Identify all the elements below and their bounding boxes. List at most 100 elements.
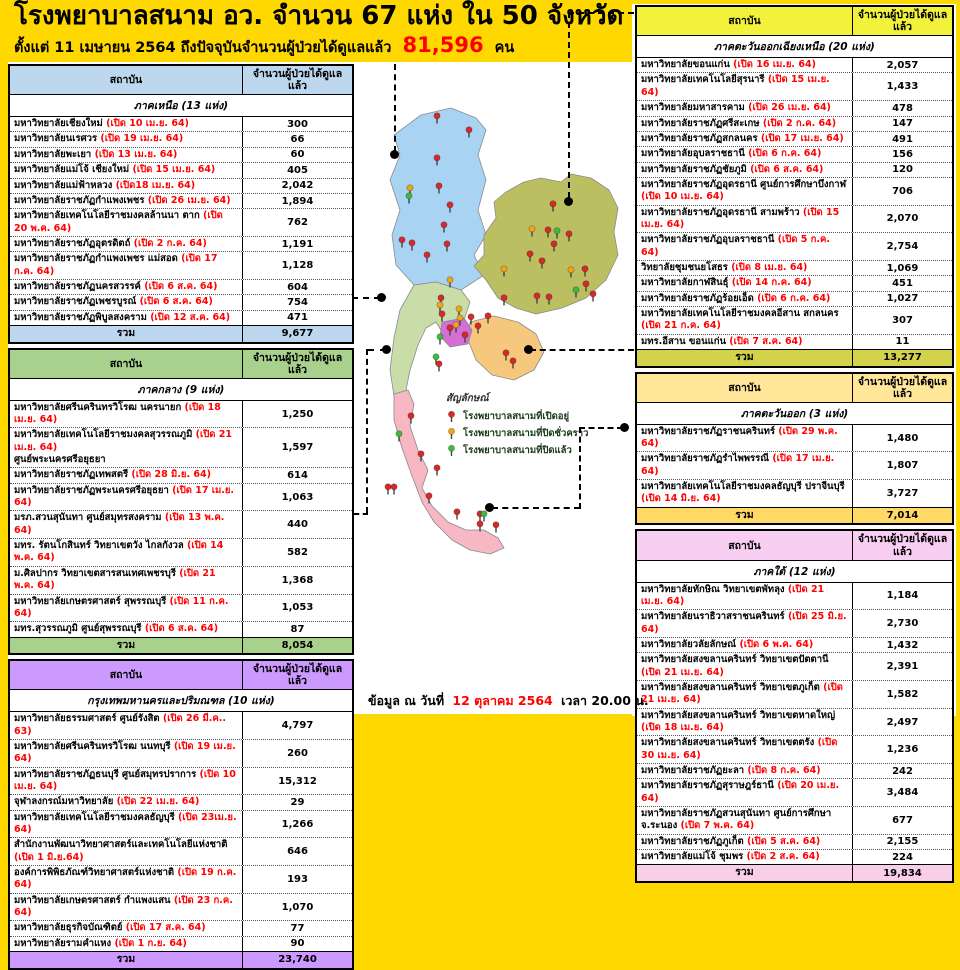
legend-label: โรงพยาบาลสนามที่ปิดแล้ว: [463, 445, 572, 456]
total-value: 23,740: [242, 952, 352, 968]
total-value: 13,277: [852, 350, 952, 366]
institution-name: มหาวิทยาลัยรามคำแหง: [14, 937, 115, 949]
institution-cell: มหาวิทยาลัยสงขลานครินทร์ วิทยาเขตภูเก็ต …: [637, 681, 852, 708]
patients-count: 762: [242, 209, 352, 236]
hospital-pin-temp: [436, 301, 444, 313]
patients-count: 193: [242, 866, 352, 893]
institution-name: มหาวิทยาลัยกาฬสินธุ์: [641, 277, 732, 289]
tables-column-right: สถาบัน จำนวนผู้ป่วยได้ดูแลแล้ว ภาคตะวันออก…: [635, 5, 954, 884]
hospital-pin-open: [443, 240, 451, 252]
institution-cell: มหาวิทยาลัยสงขลานครินทร์ วิทยาเขตหาดใหญ่…: [637, 709, 852, 736]
institution-cell: มหาวิทยาลัยราชภัฏศรีสะเกษ (เปิด 2 ก.ค. 6…: [637, 117, 852, 131]
region-label: กรุงเทพมหานครและปริมณฑล (10 แห่ง): [10, 690, 352, 713]
institution-cell: มหาวิทยาลัยราชภัฏยะลา (เปิด 8 ก.ค. 64): [637, 764, 852, 778]
patients-count: 1,368: [242, 566, 352, 594]
map-region-northeast: [473, 173, 619, 315]
total-label: รวม: [735, 351, 754, 363]
hospital-pin-open: [549, 200, 557, 212]
table-row: มหาวิทยาลัยกาฬสินธุ์ (เปิด 14 ก.ค. 64) 45…: [637, 275, 952, 291]
table-row: มหาวิทยาลัยสงขลานครินทร์ วิทยาเขตตรัง (เ…: [637, 735, 952, 764]
institution-name: มหาวิทยาลัยราชภัฏอุตรดิตถ์: [14, 237, 134, 249]
hospital-pin-open: [492, 521, 500, 533]
institution-name: มหาวิทยาลัยเทคโนโลยีสุรนารี: [641, 74, 768, 86]
hospital-pin-open: [545, 293, 553, 305]
open-date: (เปิด 21 เม.ย. 64): [641, 666, 724, 678]
table-row: มหาวิทยาลัยราชภัฏสวนสุนันทา ศูนย์การศึกษ…: [637, 806, 952, 834]
institution-cell: มหาวิทยาลัยนราธิวาสราชนครินทร์ (เปิด 25 …: [637, 610, 852, 637]
legend-title: สัญลักษณ์: [446, 393, 489, 404]
hospital-pin-open: [433, 464, 441, 476]
connector-northeast-v: [568, 12, 570, 198]
hospital-pin-open: [533, 292, 541, 304]
table-row: มหาวิทยาลัยพะเยา (เปิด 13 เม.ย. 64) 60: [10, 146, 352, 163]
institution-name: องค์การพิพิธภัณฑ์วิทยาศาสตร์แห่งชาติ: [14, 867, 178, 879]
institution-cell: มหาวิทยาลัยขอนแก่น (เปิด 16 เม.ย. 64): [637, 58, 852, 72]
connector-dot-north: [390, 150, 399, 159]
patients-count: 754: [242, 295, 352, 310]
institution-cell: มหาวิทยาลัยสงขลานครินทร์ วิทยาเขตปัตตานี…: [637, 653, 852, 680]
institution-cell: มหาวิทยาลัยนเรศวร (เปิด 19 เม.ย. 64): [10, 132, 242, 146]
connector-bangkok-h2: [354, 513, 368, 515]
table-row: มหาวิทยาลัยอุบลราชธานี (เปิด 6 ก.ค. 64) 1…: [637, 146, 952, 162]
institution-cell: มหาวิทยาลัยราชภัฏสวนสุนันทา ศูนย์การศึกษ…: [637, 807, 852, 834]
patients-count: 451: [852, 276, 952, 291]
open-date: (เปิด 2 ส.ค. 64): [746, 851, 820, 863]
open-date: (เปิด 14 พ.ค. 64): [14, 540, 224, 564]
patients-count: 1,250: [242, 400, 352, 428]
table-row: มหาวิทยาลัยเกษตรศาสตร์ สุพรรณบุรี (เปิด …: [10, 593, 352, 622]
table-row: มหาวิทยาลัยเทคโนโลยีราชมงคลสุวรรณภูมิ (เ…: [10, 427, 352, 468]
institution-name: มหาวิทยาลัยราชภัฏอุดรธานี ศูนย์การศึกษาบ…: [641, 178, 847, 190]
column-header-institution: สถาบัน: [109, 669, 143, 682]
table-row: มหาวิทยาลัยเชียงใหม่ (เปิด 10 เม.ย. 64) 3…: [10, 117, 352, 132]
open-date: (เปิด 17 เม.ย. 64): [760, 132, 844, 144]
institution-name: มรภ.สวนสุนันทา ศูนย์สมุทรสงคราม: [14, 512, 165, 524]
institution-name: มหาวิทยาลัยแม่ฟ้าหลวง: [14, 179, 116, 191]
table-row: มหาวิทยาลัยราชภัฏพิบูลสงคราม (เปิด 12 ส.…: [10, 309, 352, 325]
connector-south-h: [492, 507, 580, 509]
table-row: มหาวิทยาลัยราชภัฏกำแพงเพชร แม่สอด (เปิด …: [10, 251, 352, 279]
open-date: (เปิด 21 พ.ค. 64): [14, 567, 216, 592]
hospital-pin-open: [550, 240, 558, 252]
total-value: 8,054: [242, 637, 352, 654]
table-northeast: สถาบัน จำนวนผู้ป่วยได้ดูแลแล้ว ภาคตะวันออก…: [635, 5, 954, 368]
institution-cell: จุฬาลงกรณ์มหาวิทยาลัย (เปิด 22 เม.ย. 64): [10, 795, 242, 809]
tables-column-left: สถาบัน จำนวนผู้ป่วยได้ดูแลแล้ว ภาคเหนือ (1…: [8, 64, 354, 970]
patients-count: 3,484: [852, 779, 952, 807]
open-date: (เปิด 13 พ.ค. 64): [14, 512, 225, 536]
hospital-pin-open: [453, 508, 461, 520]
hospital-pin-open: [390, 483, 398, 495]
table-row: มทร. รัตนโกสินทร์ วิทยาเขตวัง ไกลกังวล (…: [10, 538, 352, 566]
total-value: 19,834: [852, 865, 952, 882]
open-date: (เปิด 12 ส.ค. 64): [150, 311, 231, 323]
pin-closed-icon: [448, 444, 455, 456]
page-subtitle: ตั้งแต่ 11 เมษายน 2564 ถึงปัจจุบันจำนวนผ…: [14, 33, 634, 59]
patients-count: 1,236: [852, 736, 952, 764]
institution-name: มหาวิทยาลัยอุบลราชธานี: [641, 148, 749, 160]
table-row: วิทยาลัยชุมชนยโสธร (เปิด 8 เม.ย. 64) 1,06…: [637, 259, 952, 276]
open-date: (เปิด18 เม.ย. 64): [115, 179, 196, 191]
patients-count: 604: [242, 279, 352, 295]
column-header-institution: สถาบัน: [728, 539, 761, 552]
connector-dot-central: [377, 293, 386, 302]
institution-cell: มหาวิทยาลัยราชภัฏพิบูลสงคราม (เปิด 12 ส.…: [10, 311, 242, 325]
table-row: มหาวิทยาลัยราชภัฏอุตรดิตถ์ (เปิด 2 ก.ค. …: [10, 235, 352, 252]
hospital-pin-open: [502, 349, 510, 361]
total-label: รวม: [735, 866, 754, 879]
institution-cell: มทร.สุวรรณภูมิ ศูนย์สุพรรณบุรี (เปิด 6 ส…: [10, 622, 242, 636]
open-date: (เปิด 18 เม.ย. 64): [641, 722, 724, 734]
region-label: ภาคเหนือ (13 แห่ง): [10, 95, 352, 118]
institution-name: มหาวิทยาลัยขอนแก่น: [641, 59, 734, 71]
connector-dot-bangkok: [382, 345, 391, 354]
table-row: มหาวิทยาลัยศรีนครินทรวิโรฒ นนทบุรี (เปิด…: [10, 739, 352, 767]
institution-name: มหาวิทยาลัยราชภัฏอุบลราชธานี: [641, 234, 778, 246]
map-region-south: [393, 389, 505, 555]
patients-count: 2,070: [852, 205, 952, 233]
institution-cell: มหาวิทยาลัยวลัยลักษณ์ (เปิด 6 พ.ค. 64): [637, 638, 852, 652]
column-header-institution: สถาบัน: [109, 357, 143, 370]
institution-name: มหาวิทยาลัยเทคโนโลยีราชมงคลสุวรรณภูมิ: [14, 429, 196, 441]
patients-count: 1,432: [852, 637, 952, 653]
open-date: (เปิด 11 ก.ค. 64): [14, 595, 229, 619]
table-total-row: รวม 19,834: [637, 864, 952, 882]
institution-name: วิทยาลัยชุมชนยโสธร: [641, 261, 732, 273]
open-date: (เปิด 19 เม.ย. 64): [100, 133, 184, 145]
